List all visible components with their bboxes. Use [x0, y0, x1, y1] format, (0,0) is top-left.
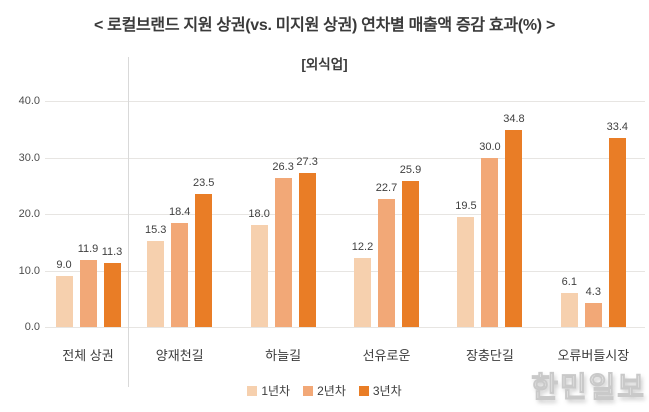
- plot-area: 9.0 11.9 11.3 15.3 18.4 23.5 18.0 26.3 27.3 12.2 2…: [45, 101, 645, 328]
- bar-group: 19.5 30.0 34.8: [438, 101, 541, 327]
- chart-subtitle: [외식업]: [301, 57, 348, 72]
- bar-value-label: 9.0: [56, 259, 72, 272]
- gridline: [45, 157, 645, 159]
- bar: 33.4: [607, 121, 628, 327]
- bar-value-label: 11.9: [77, 242, 99, 255]
- y-axis-tick-label: 30.0: [18, 151, 40, 164]
- bar-value-label: 15.3: [144, 223, 167, 236]
- bar: 9.0: [55, 259, 73, 327]
- bar-value-label: 23.5: [192, 177, 215, 190]
- bar: 6.1: [560, 276, 578, 327]
- y-axis-tick-label: 20.0: [18, 208, 40, 220]
- bar-value-label: 34.8: [503, 113, 525, 126]
- legend-swatch-icon: [358, 385, 369, 396]
- bar: 27.3: [296, 156, 318, 327]
- legend-label: 3년차: [372, 384, 402, 398]
- bar-group: 9.0 11.9 11.3: [48, 101, 128, 327]
- y-axis: 0.0 10.0 20.0 30.0 40.0: [0, 95, 40, 333]
- x-axis-category-label: 오류버들시장: [557, 348, 630, 363]
- bar: 34.8: [503, 113, 525, 327]
- bar-value-label: 30.0: [479, 140, 501, 153]
- watermark: 한민일보: [531, 372, 646, 405]
- x-axis-category-label: 양재천길: [155, 348, 204, 363]
- x-axis-category-label: 하늘길: [265, 348, 302, 363]
- legend-item: 2년차: [303, 382, 346, 399]
- bar-value-label: 18.0: [248, 208, 270, 221]
- x-axis-category-label: 선유로운: [362, 348, 411, 363]
- bar-group: 6.1 4.3 33.4: [542, 101, 645, 327]
- y-axis-tick-label: 0.0: [24, 321, 40, 333]
- bar: 11.3: [102, 246, 122, 327]
- x-axis: 전체 상권 양재천길 하늘길 선유로운 장충단길 오류버들시장: [48, 345, 645, 364]
- bar-value-label: 11.3: [101, 246, 123, 259]
- legend-swatch-icon: [247, 385, 258, 396]
- bar-value-label: 25.9: [399, 163, 422, 176]
- bar: 4.3: [584, 286, 602, 327]
- legend-label: 2년차: [317, 384, 346, 398]
- bar: 30.0: [479, 141, 501, 327]
- bar: 15.3: [145, 224, 166, 327]
- bar-value-label: 33.4: [606, 121, 629, 134]
- bar-value-label: 26.3: [272, 161, 294, 174]
- legend-swatch-icon: [303, 385, 314, 396]
- bar-value-label: 6.1: [561, 275, 577, 288]
- bar-value-label: 19.5: [455, 199, 477, 212]
- bar-value-label: 27.3: [296, 155, 318, 168]
- bar: 19.5: [455, 200, 477, 327]
- gridline: [45, 101, 645, 102]
- gridline: [45, 270, 645, 272]
- bar-group: 18.0 26.3 27.3: [231, 101, 334, 327]
- category-separator-line: [128, 57, 129, 387]
- bar: 26.3: [272, 161, 294, 327]
- bar: 12.2: [352, 241, 373, 327]
- bar-value-label: 22.7: [375, 181, 398, 194]
- legend: 1년차 2년차 3년차: [0, 382, 649, 399]
- legend-item: 3년차: [358, 382, 402, 399]
- x-axis-category-label: 전체 상권: [62, 348, 114, 363]
- gridline: [45, 327, 645, 328]
- legend-item: 1년차: [247, 382, 290, 399]
- gridline: [45, 214, 645, 215]
- chart-title: < 로컬브랜드 지원 상권(vs. 미지원 상권) 연차별 매출액 증감 효과(…: [93, 17, 555, 34]
- x-axis-category-label: 장충단길: [466, 348, 514, 363]
- bar: 18.0: [248, 208, 270, 327]
- bar: 23.5: [193, 177, 214, 327]
- bar-group: 12.2 22.7 25.9: [335, 101, 438, 327]
- bar-groups: 9.0 11.9 11.3 15.3 18.4 23.5 18.0 26.3 27.3 12.2 2…: [48, 101, 645, 327]
- bar-group: 15.3 18.4 23.5: [128, 101, 231, 327]
- bar-value-label: 18.4: [168, 206, 191, 219]
- bar: 25.9: [400, 164, 421, 327]
- y-axis-tick-label: 40.0: [18, 95, 40, 107]
- bar: 22.7: [376, 182, 397, 327]
- bar-value-label: 12.2: [351, 241, 374, 254]
- legend-label: 1년차: [261, 384, 291, 398]
- bar: 11.9: [78, 243, 98, 327]
- y-axis-tick-label: 10.0: [18, 264, 40, 277]
- bar: 18.4: [169, 206, 190, 327]
- bar-value-label: 4.3: [585, 285, 601, 298]
